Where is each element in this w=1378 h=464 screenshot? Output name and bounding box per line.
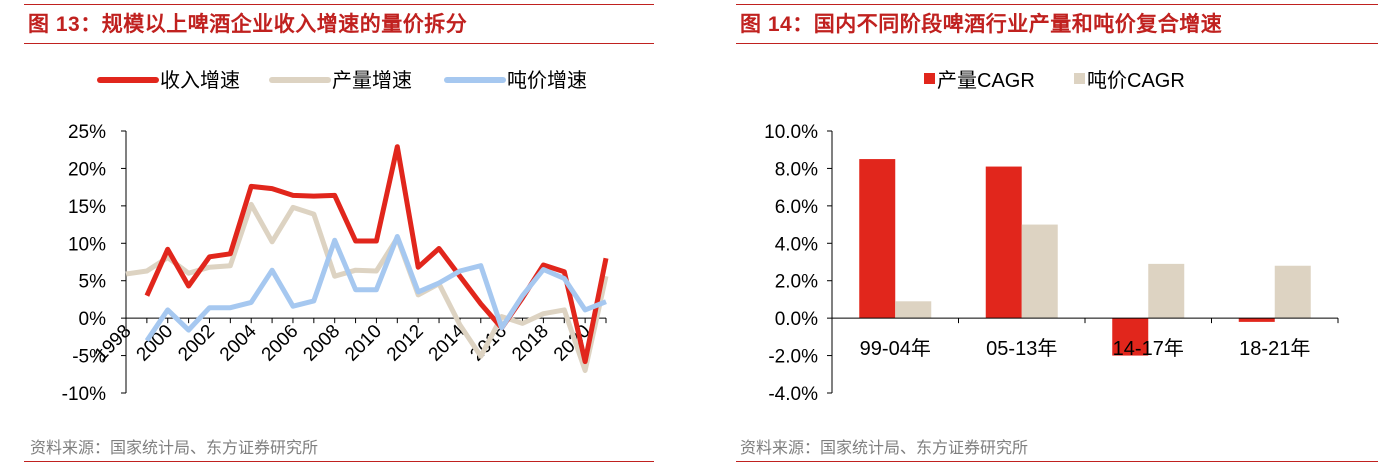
x-tick-label: 2010 [341,321,386,366]
y-tick-label: 0% [79,309,107,330]
figure-14-panel: 图 14：国内不同阶段啤酒行业产量和吨价复合增速 产量CAGR 吨价CAGR 10.… [734,0,1378,464]
y-tick-label: 0.0% [775,309,818,330]
x-tick-label: 2004 [216,321,261,366]
x-tick-label: 2002 [174,321,219,366]
bar-chart: 产量CAGR 吨价CAGR 10.0% 8.0% 6.0% 4.0% 2.0% 0.0% -2.… [764,69,1339,405]
legend-swatch-2 [1074,73,1085,84]
source-note: 资料来源：国家统计局、东方证券研究所 [30,440,319,457]
legend-label-1: 收入增速 [160,69,240,92]
legend-label-3: 吨价增速 [507,69,587,92]
title-rule [24,43,654,44]
figure-title: 图 14：国内不同阶段啤酒行业产量和吨价复合增速 [740,13,1223,36]
x-tick-label: 2018 [508,321,553,366]
y-tick-label: 15% [68,197,106,218]
bar-2-2 [1021,224,1058,319]
top-rule [736,4,1378,5]
y-tick-label: 5% [79,272,107,293]
figure-title: 图 13：规模以上啤酒企业收入增速的量价拆分 [28,13,468,36]
bar-1-4 [1238,318,1275,322]
source-note: 资料来源：国家统计局、东方证券研究所 [740,440,1029,457]
series-line-3 [144,234,607,343]
x-tick-label: 2006 [258,321,303,366]
bar-2-3 [1148,263,1185,319]
y-tick-label: -5% [72,347,106,368]
y-tick-label: 10.0% [764,122,818,143]
y-tick-label: 25% [68,122,106,143]
bar-1-3 [1112,318,1149,356]
y-tick-label: 2.0% [775,272,818,293]
y-tick-label: 20% [68,159,106,180]
x-category-label: 99-04年 [860,337,931,360]
bar-1-1 [859,159,896,319]
x-tick-label: 2012 [383,321,428,366]
bottom-rule [24,461,654,462]
top-rule [24,4,654,5]
line-chart: 收入增速 产量增速 吨价增速25%20%15%10%5%0%-5%-10%19982… [62,69,609,405]
legend-label-2: 吨价CAGR [1087,69,1185,92]
legend-label-2: 产量增速 [332,69,412,92]
y-tick-label: 10% [68,234,106,255]
legend-swatch-1 [924,73,935,84]
bar-2-4 [1274,265,1311,319]
y-tick-label: 4.0% [775,234,818,255]
bar-1-2 [985,166,1022,319]
title-rule [736,43,1378,44]
x-category-label: 18-21年 [1239,337,1310,360]
series-line-2 [125,201,609,373]
x-category-label: 14-17年 [1113,337,1184,360]
y-tick-label: -10% [62,384,106,405]
legend-label-1: 产量CAGR [937,69,1035,92]
bottom-rule [736,461,1378,462]
figure-13-panel: 图 13：规模以上啤酒企业收入增速的量价拆分 收入增速 产量增速 吨价增速 25% 20… [0,0,660,464]
x-category-label: 05-13年 [986,337,1057,360]
y-tick-label: 8.0% [775,159,818,180]
bar-2-1 [895,301,932,319]
y-tick-label: -2.0% [768,347,818,368]
y-tick-label: -4.0% [768,384,818,405]
x-tick-label: 2008 [299,321,344,366]
y-tick-label: 6.0% [775,197,818,218]
